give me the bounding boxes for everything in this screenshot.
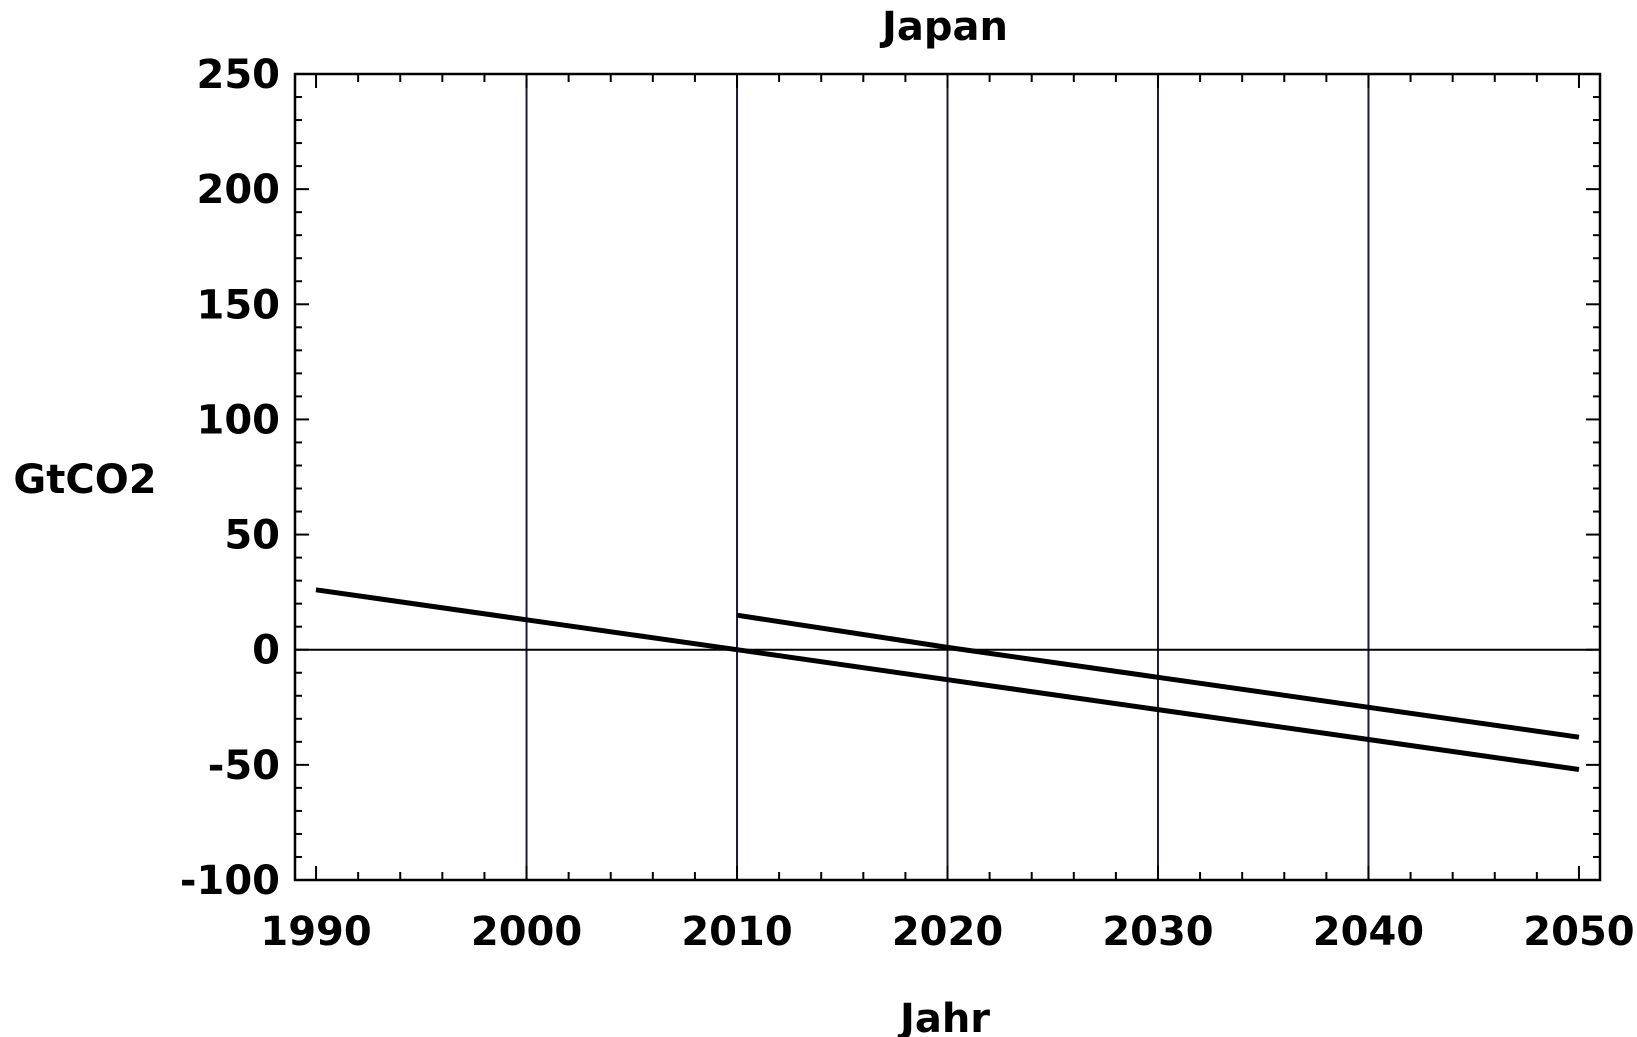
series-line-2 [736, 612, 1580, 740]
y-tick-label: 0 [252, 628, 280, 674]
x-tick-label: 2040 [1313, 909, 1424, 955]
x-tick-label: 2020 [892, 909, 1003, 955]
series-lines [315, 587, 1580, 772]
x-tick-labels: 1990 2000 2010 2020 2030 2040 2050 [260, 909, 1634, 955]
x-tick-label: 1990 [260, 909, 371, 955]
y-tick-label: -50 [208, 743, 280, 789]
grid-lines [295, 74, 1600, 880]
y-tick-label: 200 [197, 167, 281, 213]
y-tick-label: 150 [197, 282, 281, 328]
x-tick-label: 2050 [1523, 909, 1634, 955]
x-axis-label: Jahr [897, 996, 990, 1037]
y-axis-label: GtCO2 [13, 457, 156, 503]
y-tick-label: 100 [197, 397, 281, 443]
x-tick-label: 2010 [681, 909, 792, 955]
x-tick-label: 2000 [471, 909, 582, 955]
chart-title: Japan [879, 4, 1008, 50]
y-tick-label: 250 [197, 52, 281, 98]
y-tick-label: 50 [224, 513, 280, 559]
x-tick-label: 2030 [1102, 909, 1213, 955]
y-tick-labels: 250 200 150 100 50 0 -50 -100 [180, 52, 280, 904]
plot-frame [293, 72, 1602, 882]
y-tick-label: -100 [180, 858, 280, 904]
series-line-1 [315, 587, 1580, 772]
